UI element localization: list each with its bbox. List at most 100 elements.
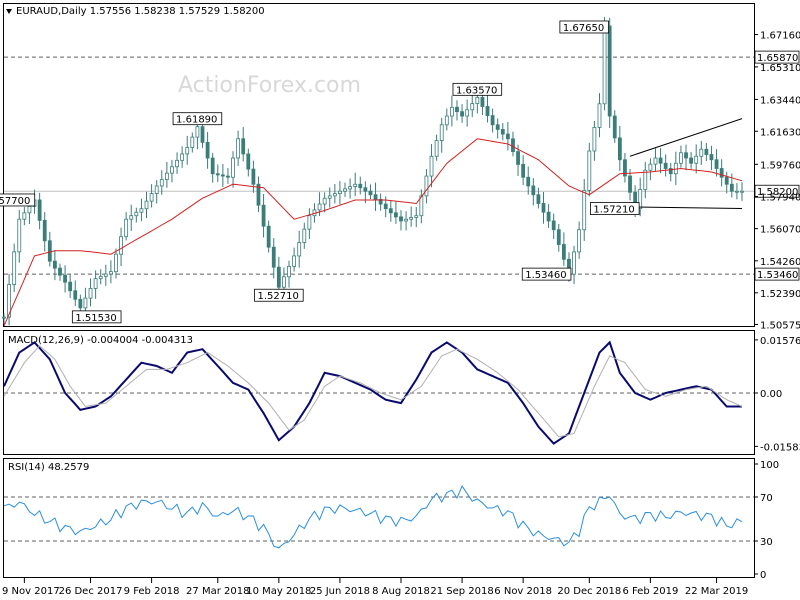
price-callout: 1.53460 xyxy=(525,270,566,281)
candle-body xyxy=(719,168,724,178)
price-callout-box xyxy=(452,82,503,96)
candle-body xyxy=(572,251,576,275)
candle-body xyxy=(694,155,699,164)
candle-body xyxy=(287,265,291,278)
price-tick-label: 1.65310 xyxy=(760,63,800,74)
candle-body xyxy=(7,284,11,318)
candle-body xyxy=(419,195,424,217)
candle-body xyxy=(292,255,297,267)
candle-body xyxy=(388,208,393,214)
price-tick-label: 1.61630 xyxy=(760,127,800,138)
moving-average-line xyxy=(3,138,743,327)
candle-body xyxy=(485,106,490,117)
candle-body xyxy=(500,129,505,135)
candle-body xyxy=(612,115,617,139)
candle-body xyxy=(460,111,464,117)
candle-body xyxy=(556,229,561,245)
price-panel-frame xyxy=(3,3,755,327)
price-callout: 1.67650 xyxy=(563,23,604,34)
x-tick-label: 10 May 2018 xyxy=(246,586,311,597)
candle-body xyxy=(185,147,190,155)
macd-signal-line xyxy=(3,345,743,438)
price-tick-label: 1.56070 xyxy=(760,225,800,236)
x-tick-label: 20 Dec 2018 xyxy=(557,586,621,597)
candle-body xyxy=(297,242,302,257)
candle-body xyxy=(679,152,683,164)
candle-body xyxy=(587,150,592,191)
macd-main-line xyxy=(3,340,742,445)
candle-body xyxy=(526,176,531,187)
candle-body xyxy=(215,173,220,176)
x-tick-label: 9 Feb 2018 xyxy=(124,586,180,597)
current-price-label: 1.58200 xyxy=(757,187,798,198)
macd-tick-label: 0.00 xyxy=(760,389,782,400)
candle-body xyxy=(704,148,709,155)
candle-body xyxy=(414,215,419,218)
candle-body xyxy=(582,189,587,231)
candle-body xyxy=(200,126,205,143)
candle-body xyxy=(93,278,98,289)
price-title-text: EURAUD,Daily 1.57556 1.58238 1.57529 1.5… xyxy=(16,6,265,17)
candle-body xyxy=(353,183,358,187)
candle-body xyxy=(561,244,566,260)
candle-body xyxy=(307,215,312,230)
watermark: ActionForex.com xyxy=(178,73,361,98)
rsi-tick-label: 70 xyxy=(760,493,773,504)
candle-body xyxy=(139,208,144,213)
candle-body xyxy=(709,154,714,161)
candle-body xyxy=(505,133,510,140)
candle-body xyxy=(37,199,42,221)
candle-body xyxy=(495,124,500,130)
candle-body xyxy=(302,228,307,243)
rsi-layer xyxy=(3,485,754,549)
candle-body xyxy=(699,148,704,157)
candle-body xyxy=(114,253,118,273)
current-price-box xyxy=(754,184,800,198)
candle-body xyxy=(22,212,27,220)
x-tick-label: 26 Dec 2017 xyxy=(59,586,123,597)
price-callout-box xyxy=(71,310,122,324)
trendline xyxy=(629,118,743,157)
candle-body xyxy=(455,106,459,113)
candle-body xyxy=(607,25,612,117)
candle-body xyxy=(73,290,78,300)
candle-body xyxy=(551,220,556,231)
candle-body xyxy=(226,175,230,178)
price-tick-label: 1.59760 xyxy=(760,160,800,171)
price-callout-box xyxy=(254,288,304,302)
candle-body xyxy=(424,175,429,197)
candle-body xyxy=(332,193,337,197)
candle-body xyxy=(246,153,251,170)
candle-body xyxy=(434,140,439,157)
candle-body xyxy=(531,185,536,196)
trendline xyxy=(630,206,743,210)
price-tick-label: 1.54260 xyxy=(760,257,800,268)
candle-body xyxy=(480,96,485,107)
candle-body xyxy=(643,169,648,190)
candle-body xyxy=(394,212,398,218)
candle-body xyxy=(2,316,6,319)
candle-body xyxy=(368,190,373,196)
candle-body xyxy=(740,190,744,193)
level-label-box xyxy=(754,50,800,64)
candle-body xyxy=(399,216,403,222)
candle-body xyxy=(231,157,235,178)
candle-body xyxy=(638,188,643,209)
candle-body xyxy=(668,168,673,175)
candle-body xyxy=(205,141,210,159)
candle-body xyxy=(602,25,607,105)
candle-body xyxy=(327,195,332,199)
price-callout-box xyxy=(559,20,609,34)
rsi-title: RSI(14) 48.2579 xyxy=(8,462,89,473)
x-tick-label: 25 Jun 2018 xyxy=(310,586,370,597)
candle-body xyxy=(444,115,449,126)
candle-body xyxy=(261,204,266,227)
candle-body xyxy=(724,176,729,185)
candle-body xyxy=(241,138,246,155)
x-tick-label: 6 Feb 2019 xyxy=(622,586,678,597)
price-tick-label: 1.63440 xyxy=(760,95,800,106)
candle-body xyxy=(159,179,164,187)
candle-body xyxy=(729,183,734,192)
dropdown-triangle-icon xyxy=(6,9,12,14)
